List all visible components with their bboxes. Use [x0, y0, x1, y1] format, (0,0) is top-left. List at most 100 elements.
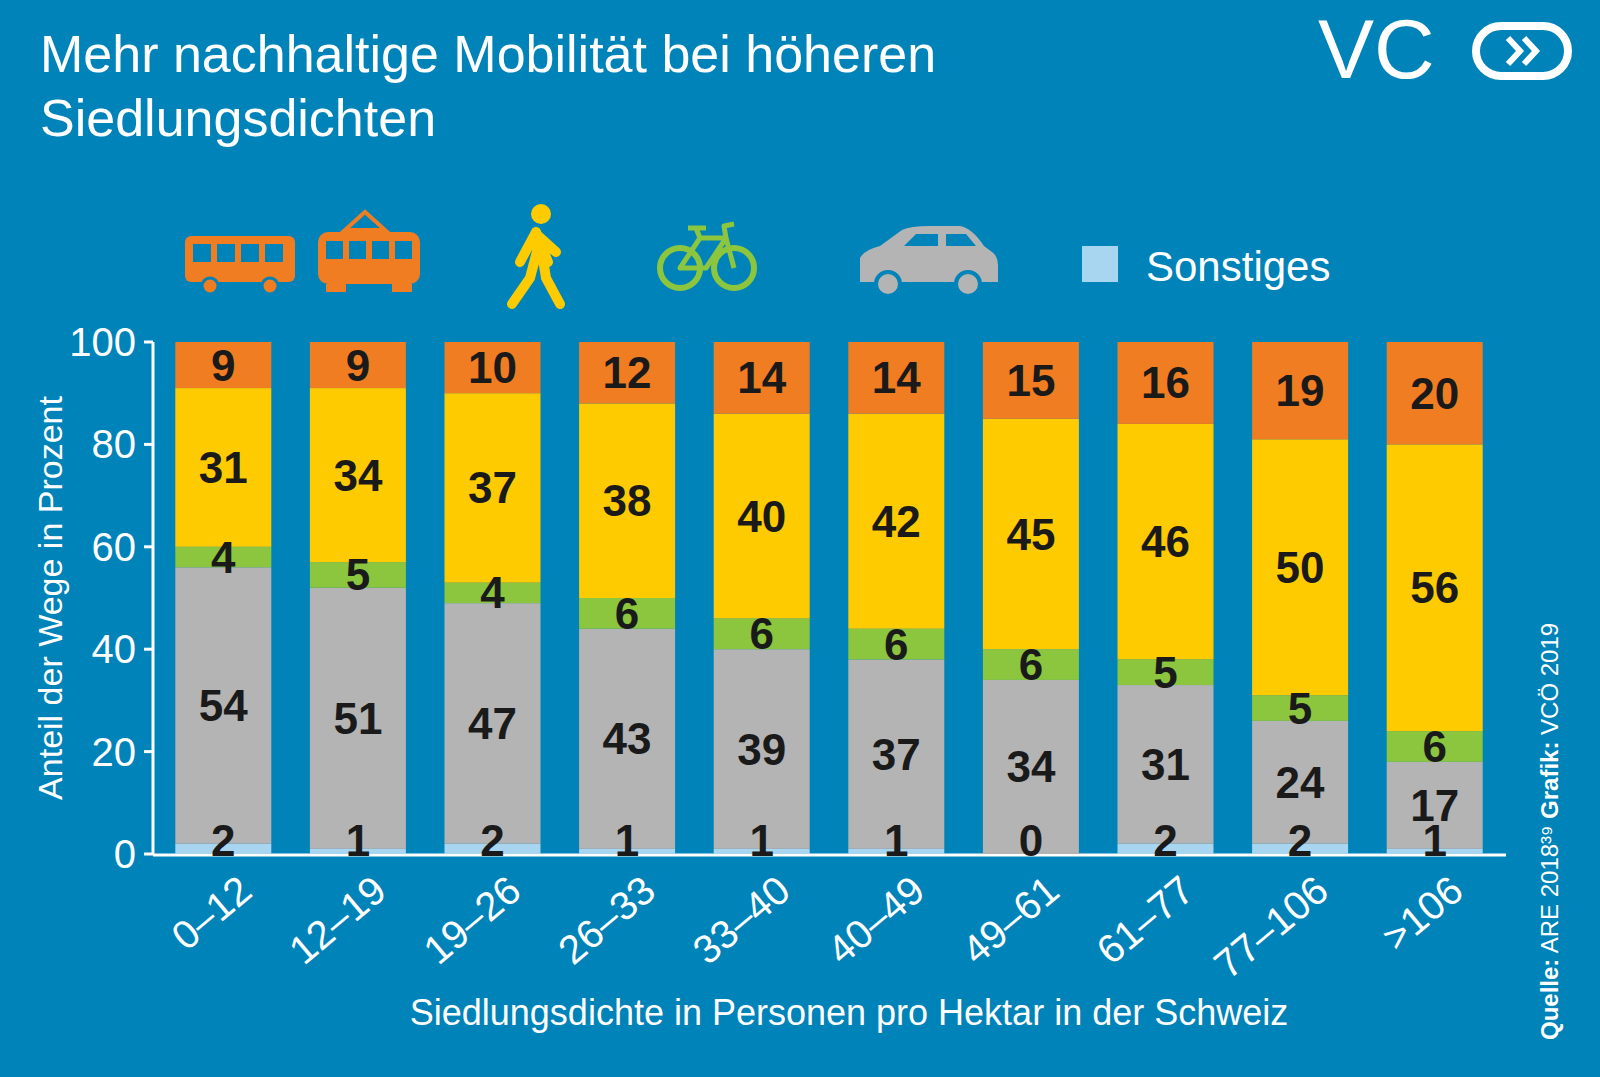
data-label: 56 [1410, 563, 1459, 612]
y-tick [144, 648, 153, 651]
data-labels: 2544319151534924743710143638121396401413… [199, 341, 1459, 865]
legend-icon [241, 244, 259, 262]
bar-segment [310, 588, 406, 849]
data-label: 16 [1141, 358, 1190, 407]
data-label: 42 [872, 497, 921, 546]
legend-icon [318, 232, 420, 284]
logo-shape [1476, 26, 1568, 76]
legend-icon [202, 278, 218, 294]
data-label: 6 [884, 620, 908, 669]
bar-segment [1252, 439, 1348, 695]
data-label: 2 [211, 816, 235, 865]
data-label: 5 [346, 550, 370, 599]
legend-swatch [1082, 246, 1118, 282]
legend-icon [904, 234, 976, 246]
data-label: 31 [199, 443, 248, 492]
data-label: 34 [333, 451, 382, 500]
x-tick-label: 19–26 [415, 867, 528, 972]
data-label: 19 [1276, 366, 1325, 415]
bar-segment [1118, 424, 1214, 660]
data-label: 31 [1141, 740, 1190, 789]
title: Mehr nachhaltige Mobilität bei höheren S… [40, 22, 940, 150]
x-tick-label: 49–61 [954, 867, 1067, 972]
x-tick-label: 40–49 [819, 867, 932, 972]
legend-icon [392, 284, 412, 292]
x-tick-label: 77–106 [1206, 867, 1337, 987]
source: Quelle: ARE 2018³⁹ Grafik: VCÖ 2019 [1536, 623, 1563, 1040]
legend-icon [512, 232, 560, 304]
y-tick-label: 60 [92, 525, 137, 569]
data-label: 14 [872, 353, 921, 402]
data-label: 45 [1006, 510, 1055, 559]
source-part: Grafik: [1536, 742, 1563, 826]
data-label: 1 [346, 816, 370, 865]
bar-segment [983, 419, 1079, 649]
data-label: 2 [480, 816, 504, 865]
logo: VC [1318, 2, 1435, 96]
data-label: 6 [749, 609, 773, 658]
data-label: 5 [1288, 684, 1312, 733]
bar-segment [1118, 342, 1214, 424]
bar-segment [579, 403, 675, 598]
data-label: 12 [603, 348, 652, 397]
legend-icon [326, 241, 343, 259]
data-label: 9 [211, 341, 235, 390]
y-tick-label: 20 [92, 730, 137, 774]
data-label: 15 [1006, 356, 1055, 405]
bar-segment [1387, 444, 1483, 731]
data-label: 10 [468, 343, 517, 392]
x-tick-label: 33–40 [684, 867, 797, 972]
data-label: 9 [346, 341, 370, 390]
y-tick-label: 40 [92, 627, 137, 671]
data-label: 4 [211, 533, 236, 582]
legend-icon [876, 272, 900, 296]
source-part: Quelle: [1536, 959, 1563, 1040]
x-tick-label: 12–19 [281, 867, 394, 972]
bar-segment [1252, 342, 1348, 439]
data-label: 20 [1410, 369, 1459, 418]
bar-segment [714, 342, 810, 414]
bar-segment [848, 342, 944, 414]
legend-icon [345, 212, 385, 230]
data-label: 37 [468, 463, 517, 512]
bar-segment [445, 393, 541, 582]
chart: 020406080100Anteil der Wege in Prozent25… [0, 0, 1600, 1077]
x-tick-label: >106 [1374, 867, 1471, 959]
legend-label: Sonstiges [1146, 243, 1330, 290]
legend-icon [680, 224, 734, 268]
x-tick-label: 0–12 [163, 867, 259, 958]
data-label: 37 [872, 730, 921, 779]
y-axis-label: Anteil der Wege in Prozent [31, 396, 69, 800]
data-label: 38 [603, 476, 652, 525]
bar-segment [175, 388, 271, 547]
bar-segment [983, 342, 1079, 419]
bar-segment [175, 567, 271, 843]
bar-segment [310, 388, 406, 562]
data-label: 6 [615, 589, 639, 638]
data-label: 0 [1019, 816, 1043, 865]
bars [175, 342, 1482, 854]
legend-icon [185, 236, 295, 282]
x-tick-label: 61–77 [1088, 867, 1201, 972]
data-label: 6 [1422, 722, 1446, 771]
data-label: 50 [1276, 543, 1325, 592]
data-label: 2 [1288, 816, 1312, 865]
source-part: VCÖ 2019 [1536, 623, 1563, 742]
legend-icon [265, 244, 283, 262]
logo-shape [1508, 38, 1536, 64]
y-axis-line [152, 342, 155, 854]
legend-icon [326, 284, 346, 292]
y-tick-label: 100 [69, 320, 136, 364]
data-label: 34 [1006, 742, 1055, 791]
legend-icon [217, 244, 235, 262]
data-label: 47 [468, 699, 517, 748]
x-axis-label: Siedlungsdichte in Personen pro Hektar i… [410, 992, 1288, 1033]
legend-icon [372, 241, 389, 259]
data-label: 1 [749, 816, 773, 865]
y-tick [144, 443, 153, 446]
y-tick [144, 750, 153, 753]
legend: Sonstiges [185, 204, 1330, 304]
data-label: 4 [480, 568, 505, 617]
data-label: 2 [1153, 816, 1177, 865]
data-label: 40 [737, 492, 786, 541]
